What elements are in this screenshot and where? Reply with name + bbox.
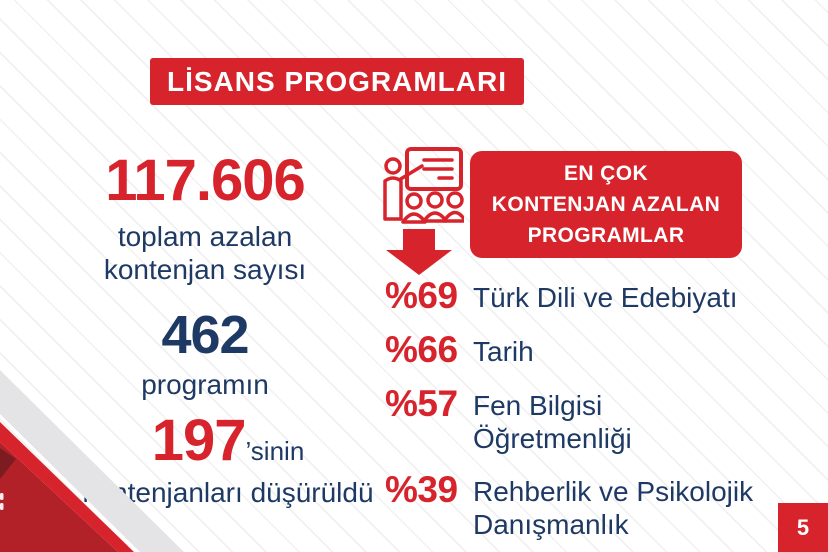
program-list: %69 Türk Dili ve Edebiyatı %66 Tarih %57… [385, 277, 785, 552]
stat-value: 197 [151, 408, 247, 473]
page-title: LİSANS PROGRAMLARI [167, 65, 507, 97]
page-number-badge: 5 [778, 503, 828, 552]
stat-total-decrease: 117.606 toplam azalan kontenjan sayısı [40, 152, 370, 286]
stat-label-line: kontenjan sayısı [103, 254, 307, 285]
presentation-teacher-icon [380, 146, 466, 228]
percent-value: %69 [385, 275, 458, 316]
list-item: %66 Tarih [385, 331, 785, 369]
list-item: %69 Türk Dili ve Edebiyatı [385, 277, 785, 315]
cropped-watermark-marks [0, 493, 4, 510]
panel-heading-line: KONTENJAN AZALAN [491, 193, 721, 216]
stat-programs: 462 programın [40, 308, 370, 401]
percent-value: %39 [385, 469, 458, 510]
stat-value: 117.606 [105, 148, 305, 213]
program-label: Fen Bilgisi Öğretmenliği [473, 390, 632, 454]
panel-heading-line: EN ÇOK [563, 162, 649, 185]
stat-label-line: kontenjanları düşürüldü [82, 477, 374, 508]
stat-value: 462 [161, 305, 249, 365]
percent-value: %57 [385, 383, 458, 424]
panel-heading: EN ÇOK KONTENJAN AZALAN PROGRAMLAR [470, 151, 742, 258]
panel-heading-line: PROGRAMLAR [527, 224, 685, 247]
program-label: Rehberlik ve Psikolojik Danışmanlık [473, 476, 754, 540]
stat-suffix: ’sinin [245, 436, 305, 466]
title-banner: LİSANS PROGRAMLARI [150, 58, 524, 105]
stat-label-line: programın [141, 369, 269, 400]
stat-reduced-programs: 197’sinin kontenjanları düşürüldü [58, 412, 398, 509]
program-label: Türk Dili ve Edebiyatı [473, 282, 738, 313]
stat-label-line: toplam azalan [117, 221, 293, 252]
down-arrow-icon [386, 229, 452, 275]
list-item: %39 Rehberlik ve Psikolojik Danışmanlık [385, 471, 785, 541]
list-item: %57 Fen Bilgisi Öğretmenliği [385, 385, 785, 455]
page-number: 5 [796, 514, 810, 540]
percent-value: %66 [385, 329, 458, 370]
program-label: Tarih [473, 336, 534, 367]
